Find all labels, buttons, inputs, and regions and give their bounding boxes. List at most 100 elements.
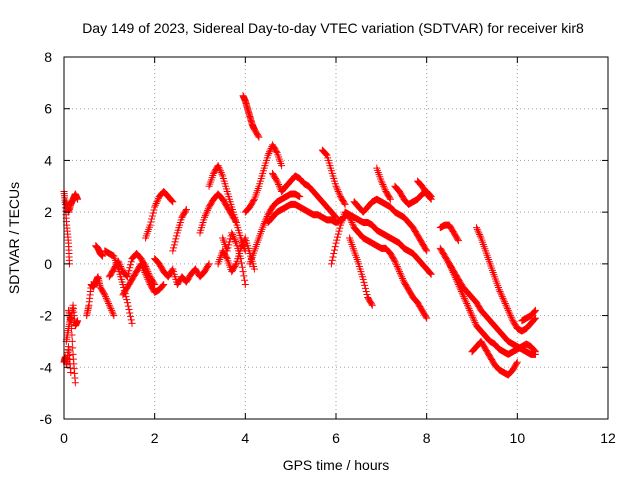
data-point (170, 241, 178, 249)
data-point (171, 238, 179, 246)
data-point (423, 247, 431, 255)
series-s28 (373, 164, 394, 203)
data-point (127, 258, 135, 266)
data-point (215, 163, 223, 171)
data-point (123, 296, 131, 304)
data-point (341, 200, 349, 208)
data-point (531, 306, 539, 314)
data-point (69, 344, 77, 352)
data-point (396, 269, 404, 277)
data-point (495, 286, 503, 294)
data-point (368, 300, 376, 308)
data-point (381, 186, 389, 194)
data-point (531, 314, 539, 322)
data-points (60, 92, 539, 387)
data-point (504, 306, 512, 314)
data-point (470, 317, 478, 325)
data-point (330, 212, 338, 220)
data-point (222, 253, 230, 261)
series-s8 (101, 247, 136, 327)
data-point (530, 308, 538, 316)
data-point (68, 325, 76, 332)
data-point (237, 255, 245, 263)
data-point (254, 132, 262, 140)
data-point (126, 309, 134, 317)
series-s13 (169, 206, 190, 255)
data-point (144, 275, 152, 283)
data-point (474, 227, 482, 235)
data-point (496, 287, 504, 295)
data-point (335, 227, 343, 235)
data-point (105, 300, 113, 308)
data-point (391, 257, 399, 265)
data-point (322, 150, 330, 158)
data-point (146, 221, 154, 229)
series-s19 (241, 141, 286, 216)
data-point (110, 312, 118, 320)
data-point (204, 206, 212, 214)
data-point (454, 237, 462, 245)
series-s21 (269, 169, 340, 221)
data-point (461, 296, 469, 304)
series-s11 (142, 187, 177, 242)
data-point (399, 276, 407, 284)
data-point (507, 313, 515, 321)
data-point (250, 265, 258, 273)
data-point (445, 260, 453, 268)
data-point (506, 310, 514, 318)
data-point (102, 293, 110, 301)
data-point (238, 259, 246, 267)
data-point (386, 195, 394, 203)
y-axis-label: SDTVAR / TECUs (6, 182, 22, 294)
data-point (464, 303, 472, 311)
data-point (467, 310, 475, 318)
data-point (422, 313, 430, 321)
data-point (126, 264, 134, 272)
data-point (503, 303, 511, 311)
data-point (151, 201, 159, 209)
data-point (453, 277, 461, 285)
data-point (67, 368, 75, 376)
data-point (360, 278, 368, 286)
data-point (531, 347, 539, 355)
y-tick-labels: -6 -4 -2 0 2 4 6 8 (40, 49, 53, 427)
data-point (476, 231, 484, 239)
data-point (422, 246, 430, 254)
data-point (238, 263, 246, 271)
data-point (466, 308, 474, 316)
data-point (205, 260, 213, 268)
data-point (274, 179, 282, 187)
data-point (201, 213, 209, 221)
data-point (362, 287, 370, 295)
data-point (328, 256, 336, 264)
y-tick-label: 6 (44, 101, 52, 117)
series-s26 (350, 195, 431, 255)
data-point (454, 279, 462, 287)
data-point (101, 291, 109, 299)
series-s18 (239, 92, 263, 141)
data-point (238, 241, 246, 249)
series-s10 (119, 260, 168, 299)
data-point (451, 272, 459, 280)
data-point (170, 244, 178, 252)
data-point (154, 196, 162, 204)
data-point (266, 148, 274, 156)
data-point (497, 291, 505, 299)
data-point (427, 195, 435, 203)
data-point (463, 301, 471, 309)
x-tick-labels: 0 2 4 6 8 10 12 (60, 430, 616, 446)
data-point (349, 220, 357, 228)
chart-title: Day 149 of 2023, Sidereal Day-to-day VTE… (82, 20, 584, 36)
data-point (239, 268, 247, 276)
data-point (498, 293, 506, 301)
data-point (395, 268, 403, 276)
data-point (99, 252, 107, 260)
data-point (465, 305, 473, 313)
data-point (457, 286, 465, 294)
data-point (139, 265, 147, 273)
data-point (240, 272, 248, 280)
data-point (128, 319, 136, 327)
data-point (501, 300, 509, 308)
data-point (264, 151, 272, 159)
data-point (393, 262, 401, 270)
